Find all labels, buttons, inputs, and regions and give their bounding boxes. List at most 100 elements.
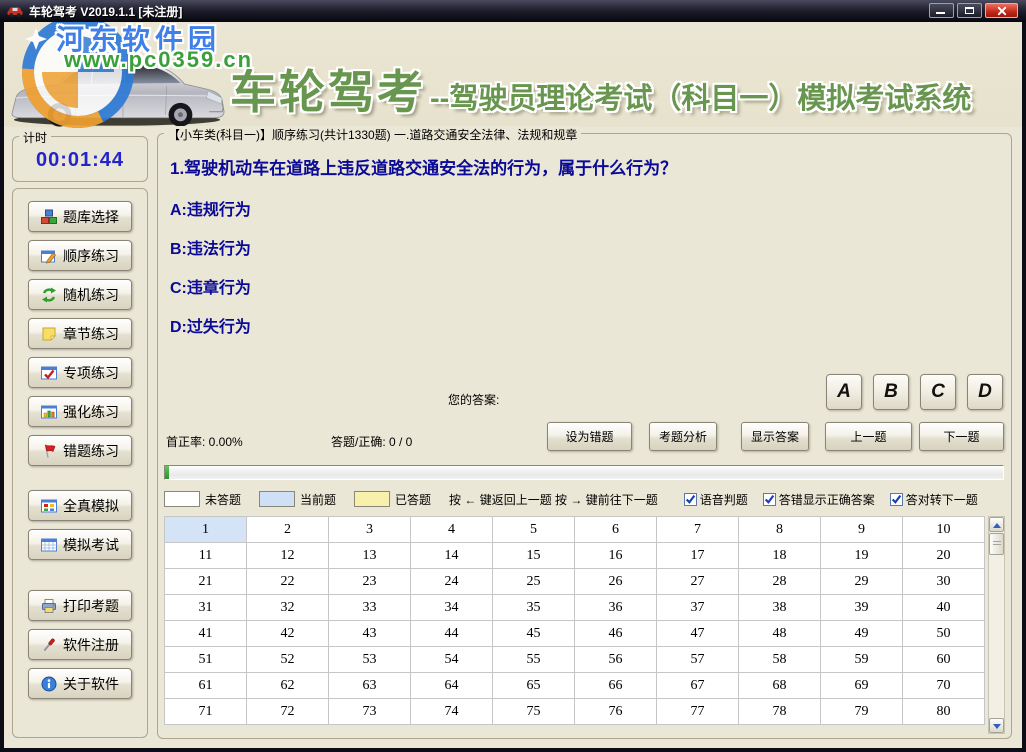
question-cell-58[interactable]: 58 [738, 646, 821, 673]
question-cell-34[interactable]: 34 [410, 594, 493, 621]
option-d[interactable]: D:过失行为 [170, 319, 251, 336]
scroll-down-button[interactable] [989, 718, 1004, 733]
question-cell-45[interactable]: 45 [492, 620, 575, 647]
maximize-button[interactable] [957, 3, 982, 18]
sidebar-button-chapter-practice[interactable]: 章节练习 [28, 318, 132, 349]
question-cell-12[interactable]: 12 [246, 542, 329, 569]
question-cell-73[interactable]: 73 [328, 698, 411, 725]
question-cell-23[interactable]: 23 [328, 568, 411, 595]
sidebar-button-special-practice[interactable]: 专项练习 [28, 357, 132, 388]
question-cell-46[interactable]: 46 [574, 620, 657, 647]
question-cell-67[interactable]: 67 [656, 672, 739, 699]
sidebar-button-software-register[interactable]: 软件注册 [28, 629, 132, 660]
scroll-up-button[interactable] [989, 517, 1004, 532]
question-cell-53[interactable]: 53 [328, 646, 411, 673]
next-question-button[interactable]: 下一题 [919, 422, 1004, 451]
option-b[interactable]: B:违法行为 [170, 241, 251, 258]
question-cell-47[interactable]: 47 [656, 620, 739, 647]
question-cell-41[interactable]: 41 [164, 620, 247, 647]
checkbox-auto-next-on-correct[interactable]: 答对转下一题 [889, 491, 978, 508]
question-cell-6[interactable]: 6 [574, 516, 657, 543]
question-cell-64[interactable]: 64 [410, 672, 493, 699]
sidebar-button-wrong-question-practice[interactable]: 错题练习 [28, 435, 132, 466]
question-cell-15[interactable]: 15 [492, 542, 575, 569]
question-cell-26[interactable]: 26 [574, 568, 657, 595]
question-analysis-button[interactable]: 考题分析 [649, 422, 717, 451]
sidebar-button-about-software[interactable]: 关于软件 [28, 668, 132, 699]
question-cell-50[interactable]: 50 [902, 620, 985, 647]
checkbox-voice-judge[interactable]: 语音判题 [683, 491, 748, 508]
question-cell-80[interactable]: 80 [902, 698, 985, 725]
question-cell-28[interactable]: 28 [738, 568, 821, 595]
question-cell-11[interactable]: 11 [164, 542, 247, 569]
question-cell-36[interactable]: 36 [574, 594, 657, 621]
question-cell-27[interactable]: 27 [656, 568, 739, 595]
question-cell-54[interactable]: 54 [410, 646, 493, 673]
prev-question-button[interactable]: 上一题 [825, 422, 912, 451]
option-a[interactable]: A:违规行为 [170, 202, 251, 219]
question-cell-66[interactable]: 66 [574, 672, 657, 699]
question-cell-17[interactable]: 17 [656, 542, 739, 569]
question-cell-72[interactable]: 72 [246, 698, 329, 725]
question-cell-57[interactable]: 57 [656, 646, 739, 673]
sidebar-button-print-questions[interactable]: 打印考题 [28, 590, 132, 621]
question-cell-21[interactable]: 21 [164, 568, 247, 595]
question-cell-24[interactable]: 24 [410, 568, 493, 595]
question-cell-10[interactable]: 10 [902, 516, 985, 543]
question-cell-44[interactable]: 44 [410, 620, 493, 647]
grid-scrollbar[interactable] [988, 516, 1005, 734]
question-cell-2[interactable]: 2 [246, 516, 329, 543]
question-cell-13[interactable]: 13 [328, 542, 411, 569]
question-cell-76[interactable]: 76 [574, 698, 657, 725]
question-cell-75[interactable]: 75 [492, 698, 575, 725]
sidebar-button-mock-exam[interactable]: 模拟考试 [28, 529, 132, 560]
question-cell-43[interactable]: 43 [328, 620, 411, 647]
show-answer-button[interactable]: 显示答案 [741, 422, 809, 451]
question-cell-62[interactable]: 62 [246, 672, 329, 699]
mark-wrong-button[interactable]: 设为错题 [547, 422, 632, 451]
question-cell-55[interactable]: 55 [492, 646, 575, 673]
question-cell-33[interactable]: 33 [328, 594, 411, 621]
question-cell-32[interactable]: 32 [246, 594, 329, 621]
sidebar-button-full-simulation[interactable]: 全真模拟 [28, 490, 132, 521]
question-cell-25[interactable]: 25 [492, 568, 575, 595]
question-cell-74[interactable]: 74 [410, 698, 493, 725]
question-cell-29[interactable]: 29 [820, 568, 903, 595]
answer-button-d[interactable]: D [967, 374, 1003, 410]
question-cell-60[interactable]: 60 [902, 646, 985, 673]
question-cell-78[interactable]: 78 [738, 698, 821, 725]
question-cell-49[interactable]: 49 [820, 620, 903, 647]
question-cell-3[interactable]: 3 [328, 516, 411, 543]
question-cell-18[interactable]: 18 [738, 542, 821, 569]
question-cell-71[interactable]: 71 [164, 698, 247, 725]
question-cell-69[interactable]: 69 [820, 672, 903, 699]
question-cell-38[interactable]: 38 [738, 594, 821, 621]
question-cell-14[interactable]: 14 [410, 542, 493, 569]
question-cell-5[interactable]: 5 [492, 516, 575, 543]
question-cell-31[interactable]: 31 [164, 594, 247, 621]
close-button[interactable] [985, 3, 1018, 18]
question-cell-65[interactable]: 65 [492, 672, 575, 699]
question-cell-48[interactable]: 48 [738, 620, 821, 647]
question-cell-4[interactable]: 4 [410, 516, 493, 543]
answer-button-b[interactable]: B [873, 374, 909, 410]
option-c[interactable]: C:违章行为 [170, 280, 251, 297]
question-cell-63[interactable]: 63 [328, 672, 411, 699]
question-cell-16[interactable]: 16 [574, 542, 657, 569]
question-cell-9[interactable]: 9 [820, 516, 903, 543]
question-cell-35[interactable]: 35 [492, 594, 575, 621]
question-cell-8[interactable]: 8 [738, 516, 821, 543]
question-cell-22[interactable]: 22 [246, 568, 329, 595]
question-cell-52[interactable]: 52 [246, 646, 329, 673]
question-cell-59[interactable]: 59 [820, 646, 903, 673]
question-cell-39[interactable]: 39 [820, 594, 903, 621]
question-cell-40[interactable]: 40 [902, 594, 985, 621]
question-cell-19[interactable]: 19 [820, 542, 903, 569]
question-cell-79[interactable]: 79 [820, 698, 903, 725]
question-cell-51[interactable]: 51 [164, 646, 247, 673]
sidebar-button-intensive-practice[interactable]: 强化练习 [28, 396, 132, 427]
question-cell-56[interactable]: 56 [574, 646, 657, 673]
checkbox-show-correct-on-wrong[interactable]: 答错显示正确答案 [762, 491, 875, 508]
answer-button-a[interactable]: A [826, 374, 862, 410]
question-cell-77[interactable]: 77 [656, 698, 739, 725]
